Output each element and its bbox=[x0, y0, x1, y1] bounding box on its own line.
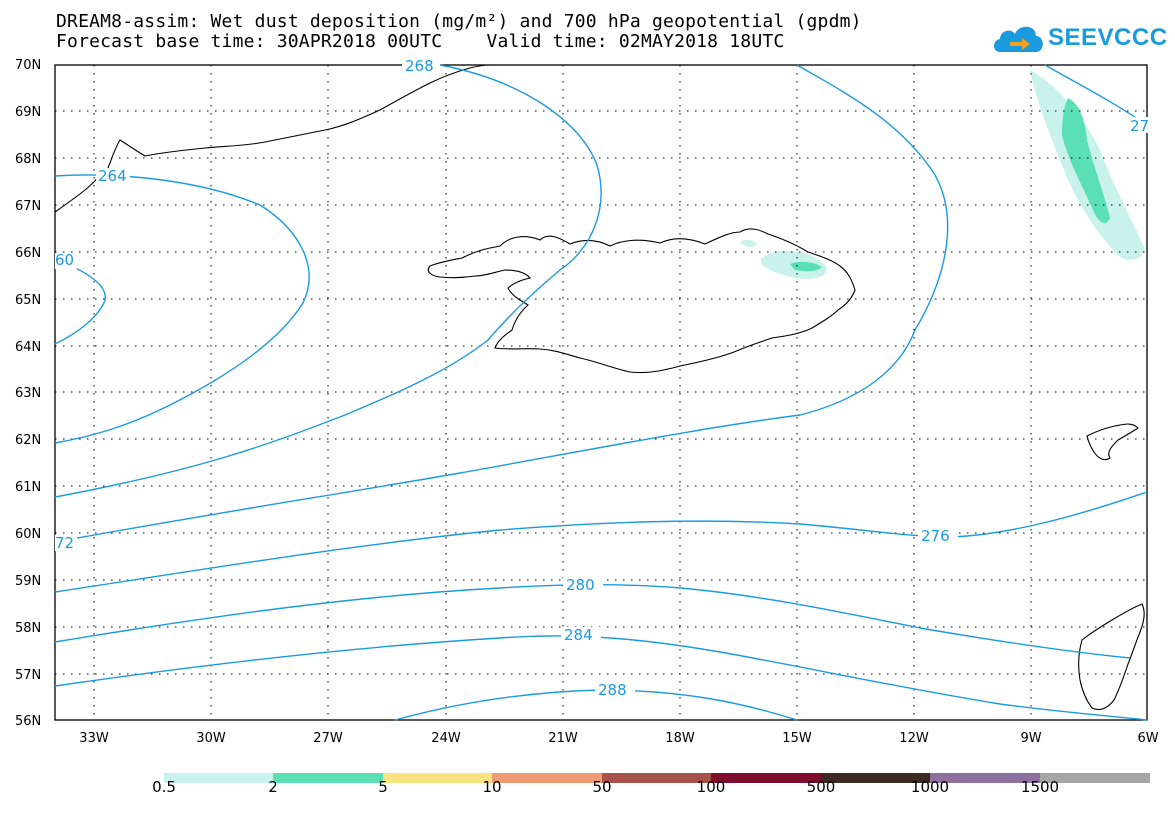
legend-label: 50 bbox=[592, 778, 612, 796]
latitude-labels: 70N 69N 68N 67N 66N 65N 64N 63N 62N 61N … bbox=[15, 58, 41, 729]
contour-label-264: 264 bbox=[98, 167, 127, 185]
contour-284 bbox=[54, 635, 1148, 721]
contour-label-280: 280 bbox=[566, 576, 595, 594]
greenland-coastline bbox=[54, 64, 491, 213]
legend-label: 100 bbox=[696, 778, 726, 796]
lat-label: 62N bbox=[15, 433, 41, 448]
legend-swatch bbox=[821, 773, 930, 783]
dust-patch-iceland-ne-dark bbox=[790, 261, 822, 272]
contour-labels: 268 264 60 27 72 276 280 284 288 bbox=[55, 57, 1149, 699]
lat-label: 56N bbox=[15, 714, 41, 729]
contour-label-27: 27 bbox=[1130, 117, 1149, 135]
lon-label: 33W bbox=[79, 731, 109, 746]
coastlines bbox=[54, 64, 1145, 711]
lat-label: 70N bbox=[15, 58, 41, 73]
lon-label: 12W bbox=[899, 731, 929, 746]
lat-label: 60N bbox=[15, 527, 41, 542]
legend-swatch bbox=[273, 773, 383, 783]
legend-label: 2 bbox=[268, 778, 278, 796]
lat-label: 68N bbox=[15, 152, 41, 167]
legend-swatch bbox=[930, 773, 1040, 783]
norway-coastline-north bbox=[1086, 423, 1139, 461]
lon-label: 21W bbox=[548, 731, 578, 746]
legend-label: 0.5 bbox=[152, 778, 176, 796]
lat-label: 64N bbox=[15, 340, 41, 355]
legend-label: 10 bbox=[482, 778, 502, 796]
dust-patch-greenland-sea-dark bbox=[1062, 98, 1110, 224]
longitude-labels: 33W 30W 27W 24W 21W 18W 15W 12W 9W 6W bbox=[79, 731, 1158, 746]
legend-swatch bbox=[383, 773, 492, 783]
lat-label: 67N bbox=[15, 199, 41, 214]
lat-label: 65N bbox=[15, 293, 41, 308]
contour-276 bbox=[54, 491, 1148, 593]
legend-label: 1500 bbox=[1020, 778, 1060, 796]
contour-268 bbox=[54, 64, 602, 498]
lat-label: 57N bbox=[15, 668, 41, 683]
contour-label-268: 268 bbox=[405, 57, 434, 75]
lon-label: 27W bbox=[313, 731, 343, 746]
norway-coastline-south bbox=[1078, 603, 1145, 711]
legend-swatch bbox=[602, 773, 711, 783]
contour-label-288: 288 bbox=[598, 681, 627, 699]
lon-label: 6W bbox=[1137, 731, 1158, 746]
contour-272 bbox=[54, 64, 949, 543]
logo-text: SEEVCCC bbox=[1048, 24, 1168, 51]
legend-label: 500 bbox=[806, 778, 836, 796]
legend-swatch bbox=[1040, 773, 1150, 783]
contour-label-60: 60 bbox=[55, 251, 74, 269]
map-title: DREAM8-assim: Wet dust deposition (mg/m²… bbox=[56, 11, 862, 32]
lon-label: 9W bbox=[1020, 731, 1041, 746]
legend-swatch bbox=[492, 773, 602, 783]
lon-label: 18W bbox=[665, 731, 695, 746]
lat-label: 69N bbox=[15, 105, 41, 120]
legend-label: 1000 bbox=[910, 778, 950, 796]
lat-label: 66N bbox=[15, 246, 41, 261]
dust-patch-iceland-e-light bbox=[740, 239, 757, 247]
lon-label: 24W bbox=[431, 731, 461, 746]
lat-label: 58N bbox=[15, 621, 41, 636]
iceland-coastline bbox=[427, 228, 856, 374]
contour-264 bbox=[54, 174, 310, 444]
cloud-arrow-icon bbox=[994, 26, 1043, 52]
contour-label-284: 284 bbox=[564, 626, 593, 644]
lat-label: 63N bbox=[15, 386, 41, 401]
contour-260 bbox=[54, 259, 106, 345]
contour-280 bbox=[54, 583, 1131, 659]
contour-label-72: 72 bbox=[55, 534, 74, 552]
lat-label: 59N bbox=[15, 574, 41, 589]
legend-swatch bbox=[164, 773, 273, 783]
legend-label: 5 bbox=[378, 778, 388, 796]
dust-deposition-shading bbox=[740, 70, 1145, 279]
seevccc-logo: SEEVCCC bbox=[990, 20, 1167, 60]
contour-label-276: 276 bbox=[921, 527, 950, 545]
map-subtitle: Forecast base time: 30APR2018 00UTC Vali… bbox=[56, 31, 785, 52]
lon-label: 30W bbox=[196, 731, 226, 746]
lat-label: 61N bbox=[15, 480, 41, 495]
lon-label: 15W bbox=[782, 731, 812, 746]
graticule bbox=[55, 65, 1147, 720]
legend-swatch bbox=[711, 773, 821, 783]
